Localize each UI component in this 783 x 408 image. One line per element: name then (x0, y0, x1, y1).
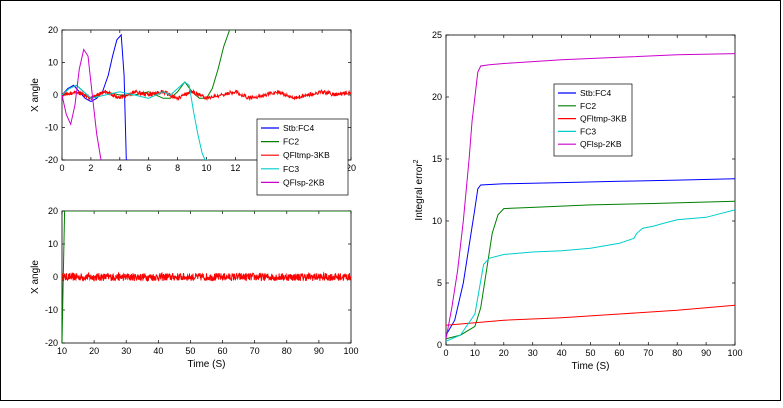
series-group (446, 53, 735, 342)
x-tick-label: 20 (89, 346, 99, 356)
series-group (62, 211, 351, 343)
series-line-qfltmp-3kb (446, 304, 735, 326)
x-tick-label: 30 (528, 348, 538, 358)
legend: Stb:FC4 FC2 QFltmp-3KB FC3 QFlsp-2KB (256, 118, 349, 196)
y-axis-label: X angle (30, 78, 41, 112)
legend-entry: FC2 (580, 101, 596, 111)
legend-entry: QFltmp-3KB (580, 114, 627, 124)
legend-entry: FC3 (580, 126, 596, 136)
x-tick-label: 90 (314, 346, 324, 356)
x-tick-label: 50 (585, 348, 595, 358)
x-tick-label: 6 (146, 163, 151, 173)
x-tick-label: 0 (59, 163, 64, 173)
x-tick-label: 0 (443, 348, 448, 358)
legend-entry: QFltmp-3KB (283, 150, 330, 160)
x-tick-label: 12 (230, 163, 240, 173)
series-line-fc3 (62, 81, 208, 160)
y-axis-label: Integral error2 (413, 159, 425, 220)
y-tick-label: 10 (48, 58, 58, 68)
legend-entry: QFlsp-2KB (283, 177, 325, 187)
series-line-qflsp-2kb (446, 53, 735, 339)
x-tick-label: 10 (201, 163, 211, 173)
y-axis-label-text: X angle (30, 78, 41, 112)
y-tick-label: 15 (432, 154, 442, 164)
series-line-fc3 (446, 209, 735, 342)
y-tick-label: 20 (48, 206, 58, 216)
x-tick-label: 30 (121, 346, 131, 356)
legend-entry: FC2 (283, 137, 299, 147)
y-axis-label: X angle (30, 260, 41, 294)
series-line-qfltmp-3kb (62, 271, 351, 283)
x-tick-label: 60 (614, 348, 624, 358)
chart-2: 10 20 30 40 50 60 70 80 90 100 -20 -10 0 10 20 X angle T… (30, 206, 359, 370)
x-tick-label: 8 (175, 163, 180, 173)
y-tick-label: 0 (53, 90, 58, 100)
x-tick-label: 20 (346, 163, 356, 173)
x-tick-label: 90 (701, 348, 711, 358)
x-tick-label: 4 (117, 163, 122, 173)
x-axis-label: Time (S) (188, 359, 226, 370)
x-tick-label: 80 (672, 348, 682, 358)
y-tick-label: 5 (437, 278, 442, 288)
y-tick-label: 20 (432, 92, 442, 102)
x-tick-label: 40 (153, 346, 163, 356)
y-tick-label: 0 (53, 272, 58, 282)
x-tick-label: 10 (57, 346, 67, 356)
x-tick-label: 100 (343, 346, 358, 356)
legend-entry: Stb:FC4 (580, 88, 611, 98)
x-tick-label: 70 (250, 346, 260, 356)
y-axis-label-text: Integral error (414, 163, 425, 221)
x-tick-label: 2 (88, 163, 93, 173)
series-line-qflsp-2kb (62, 48, 102, 160)
x-tick-label: 40 (557, 348, 567, 358)
y-tick-label: -20 (45, 338, 58, 348)
legend-entry: FC3 (283, 164, 299, 174)
y-tick-label: 10 (48, 239, 58, 249)
chart-3: 0 10 20 30 40 50 60 70 80 90 100 0 5 10 15 20 25 Integral… (413, 30, 743, 372)
series-line-fc2 (62, 211, 351, 343)
y-tick-label: -10 (45, 123, 58, 133)
x-tick-label: 80 (282, 346, 292, 356)
x-tick-label: 50 (185, 346, 195, 356)
y-tick-label: 20 (48, 25, 58, 35)
y-tick-label: 25 (432, 30, 442, 40)
legend-entry: Stb:FC4 (283, 123, 314, 133)
series-line-fc2 (446, 200, 735, 340)
x-tick-label: 70 (643, 348, 653, 358)
legend: Stb:FC4 FC2 QFltmp-3KB FC3 QFlsp-2KB (553, 83, 633, 157)
series-group (62, 30, 351, 160)
y-tick-label: -20 (45, 155, 58, 165)
y-tick-label: 10 (432, 216, 442, 226)
x-tick-label: 20 (499, 348, 509, 358)
series-line-qfltmp-3kb (62, 88, 351, 102)
y-axis-label-text: X angle (30, 260, 41, 294)
y-tick-label: -10 (45, 305, 58, 315)
legend-entry: QFlsp-2KB (580, 139, 622, 149)
x-axis-label: Time (S) (572, 361, 610, 372)
x-tick-label: 10 (470, 348, 480, 358)
series-line-stb-fc4 (446, 178, 735, 336)
x-tick-label: 100 (727, 348, 742, 358)
y-tick-label: 0 (437, 340, 442, 350)
x-tick-label: 60 (218, 346, 228, 356)
y-axis-label-superscript: 2 (413, 159, 420, 163)
